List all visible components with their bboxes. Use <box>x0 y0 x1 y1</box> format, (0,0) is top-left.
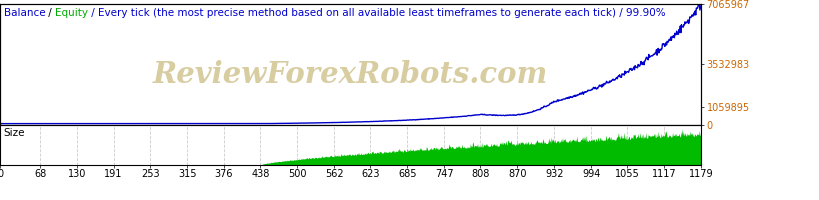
Text: /: / <box>45 8 55 18</box>
Text: Equity: Equity <box>55 8 88 18</box>
Text: / Every tick (the most precise method based on all available least timeframes to: / Every tick (the most precise method ba… <box>88 8 665 18</box>
Text: ReviewForexRobots.com: ReviewForexRobots.com <box>152 60 548 89</box>
Text: Balance: Balance <box>3 8 45 18</box>
Text: Size: Size <box>3 128 25 138</box>
